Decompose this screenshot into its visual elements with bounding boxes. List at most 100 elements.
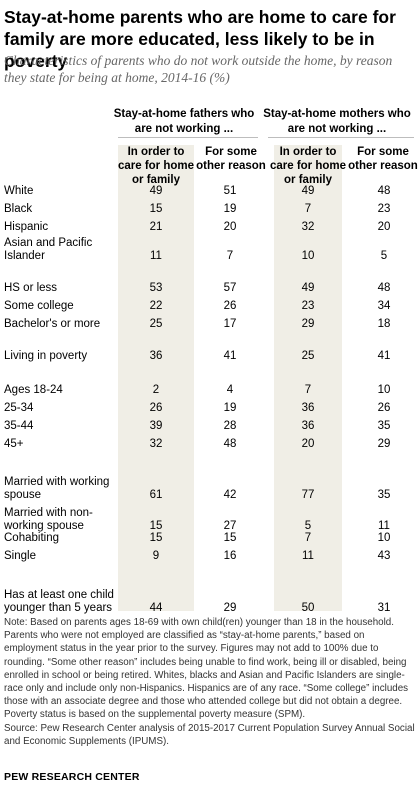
value-cell-hs-or-less-col2: 57 [223, 282, 237, 294]
value-cell-hs-or-less-col4: 48 [377, 282, 391, 294]
value-cell-cohabiting-col2: 15 [223, 532, 237, 544]
value-cell-35-44-col4: 35 [377, 420, 391, 432]
value-cell-married-with-non-working-spouse-col3: 5 [304, 520, 312, 532]
value-cell-some-college-col2: 26 [223, 300, 237, 312]
column-shade-mothers-care [274, 145, 342, 611]
row-label-bachelor-s-or-more: Bachelor's or more [4, 318, 101, 330]
value-cell-some-college-col1: 22 [149, 300, 163, 312]
value-cell-25-34-col3: 36 [301, 402, 315, 414]
row-label-black: Black [4, 203, 33, 215]
value-cell-ages-18-24-col2: 4 [226, 384, 234, 396]
value-cell-25-34-col4: 26 [377, 402, 391, 414]
value-cell-ages-18-24-col3: 7 [304, 384, 312, 396]
value-cell-has-at-least-one-child-younger-than-5-years-col1: 44 [149, 602, 163, 614]
row-label-asian-and-pacific-islander: Asian and Pacific Islander [4, 237, 93, 262]
value-cell-ages-18-24-col1: 2 [152, 384, 160, 396]
value-cell-single-col1: 9 [152, 550, 160, 562]
value-cell-white-col4: 48 [377, 185, 391, 197]
notes-block: Note: Based on parents ages 18-69 with o… [4, 616, 416, 748]
value-cell-white-col3: 49 [301, 185, 315, 197]
value-cell-45-col3: 20 [301, 438, 315, 450]
value-cell-25-34-col2: 19 [223, 402, 237, 414]
value-cell-has-at-least-one-child-younger-than-5-years-col3: 50 [301, 602, 315, 614]
value-cell-45-col1: 32 [149, 438, 163, 450]
value-cell-hispanic-col4: 20 [377, 221, 391, 233]
value-cell-35-44-col3: 36 [301, 420, 315, 432]
value-cell-hs-or-less-col1: 53 [149, 282, 163, 294]
value-cell-single-col2: 16 [223, 550, 237, 562]
row-label-has-at-least-one-child-younger-than-5-years: Has at least one child younger than 5 ye… [4, 589, 114, 614]
value-cell-married-with-working-spouse-col3: 77 [301, 489, 315, 501]
value-cell-single-col4: 43 [377, 550, 391, 562]
value-cell-hs-or-less-col3: 49 [301, 282, 315, 294]
value-cell-asian-and-pacific-islander-col2: 7 [226, 250, 234, 262]
value-cell-living-in-poverty-col2: 41 [223, 350, 237, 362]
row-label-white: White [4, 185, 34, 197]
row-label-ages-18-24: Ages 18-24 [4, 384, 63, 396]
value-cell-bachelor-s-or-more-col4: 18 [377, 318, 391, 330]
value-cell-married-with-non-working-spouse-col4: 11 [378, 520, 390, 532]
row-label-35-44: 35-44 [4, 420, 34, 432]
group-header-fathers: Stay-at-home fathers who are not working… [113, 108, 255, 135]
value-cell-cohabiting-col4: 10 [377, 532, 391, 544]
value-cell-asian-and-pacific-islander-col3: 10 [301, 250, 315, 262]
value-cell-married-with-working-spouse-col4: 35 [377, 489, 391, 501]
value-cell-white-col1: 49 [149, 185, 163, 197]
value-cell-has-at-least-one-child-younger-than-5-years-col2: 29 [223, 602, 237, 614]
brand-logo-text: PEW RESEARCH CENTER [4, 771, 140, 783]
value-cell-hispanic-col2: 20 [223, 221, 237, 233]
value-cell-cohabiting-col3: 7 [304, 532, 312, 544]
value-cell-bachelor-s-or-more-col2: 17 [223, 318, 237, 330]
note-text: Note: Based on parents ages 18-69 with o… [4, 617, 409, 721]
group-rule-fathers [118, 137, 258, 138]
value-cell-married-with-working-spouse-col1: 61 [149, 489, 163, 501]
row-label-25-34: 25-34 [4, 402, 34, 414]
row-label-living-in-poverty: Living in poverty [4, 350, 88, 362]
value-cell-25-34-col1: 26 [149, 402, 163, 414]
chart-subtitle: Characteristics of parents who do not wo… [4, 53, 393, 85]
row-label-some-college: Some college [4, 300, 74, 312]
column-shade-fathers-care [118, 145, 194, 611]
value-cell-bachelor-s-or-more-col3: 29 [301, 318, 315, 330]
value-cell-45-col4: 29 [377, 438, 391, 450]
value-cell-some-college-col3: 23 [301, 300, 315, 312]
value-cell-living-in-poverty-col1: 36 [149, 350, 163, 362]
value-cell-45-col2: 48 [223, 438, 237, 450]
value-cell-married-with-working-spouse-col2: 42 [223, 489, 237, 501]
value-cell-hispanic-col3: 32 [301, 221, 315, 233]
value-cell-hispanic-col1: 21 [149, 221, 163, 233]
value-cell-asian-and-pacific-islander-col4: 5 [380, 250, 388, 262]
value-cell-some-college-col4: 34 [377, 300, 391, 312]
row-label-married-with-working-spouse: Married with working spouse [4, 476, 110, 501]
source-text: Source: Pew Research Center analysis of … [4, 722, 415, 747]
value-cell-living-in-poverty-col4: 41 [377, 350, 391, 362]
value-cell-single-col3: 11 [302, 550, 314, 562]
row-label-cohabiting: Cohabiting [4, 532, 59, 544]
value-cell-living-in-poverty-col3: 25 [301, 350, 315, 362]
value-cell-married-with-non-working-spouse-col1: 15 [149, 520, 163, 532]
value-cell-has-at-least-one-child-younger-than-5-years-col4: 31 [377, 602, 391, 614]
row-label-45: 45+ [4, 438, 24, 450]
value-cell-black-col4: 23 [377, 203, 391, 215]
row-label-hispanic: Hispanic [4, 221, 49, 233]
value-cell-black-col3: 7 [304, 203, 312, 215]
value-cell-35-44-col1: 39 [149, 420, 163, 432]
row-label-single: Single [4, 550, 36, 562]
column-header-mothers-other: For some other reason [348, 146, 418, 172]
chart-title: Stay-at-home parents who are home to car… [4, 7, 396, 71]
value-cell-bachelor-s-or-more-col1: 25 [149, 318, 163, 330]
column-header-mothers-care: In order to care for home or family [269, 146, 347, 186]
value-cell-white-col2: 51 [223, 185, 237, 197]
column-header-fathers-other: For some other reason [196, 146, 266, 172]
row-label-married-with-non-working-spouse: Married with non-working spouse [4, 507, 93, 532]
value-cell-asian-and-pacific-islander-col1: 11 [150, 250, 162, 262]
value-cell-married-with-non-working-spouse-col2: 27 [223, 520, 237, 532]
value-cell-cohabiting-col1: 15 [149, 532, 163, 544]
value-cell-ages-18-24-col4: 10 [377, 384, 391, 396]
value-cell-black-col2: 19 [223, 203, 237, 215]
row-label-hs-or-less: HS or less [4, 282, 58, 294]
group-rule-mothers [268, 137, 414, 138]
value-cell-35-44-col2: 28 [223, 420, 237, 432]
column-header-fathers-care: In order to care for home or family [117, 146, 195, 186]
value-cell-black-col1: 15 [149, 203, 163, 215]
